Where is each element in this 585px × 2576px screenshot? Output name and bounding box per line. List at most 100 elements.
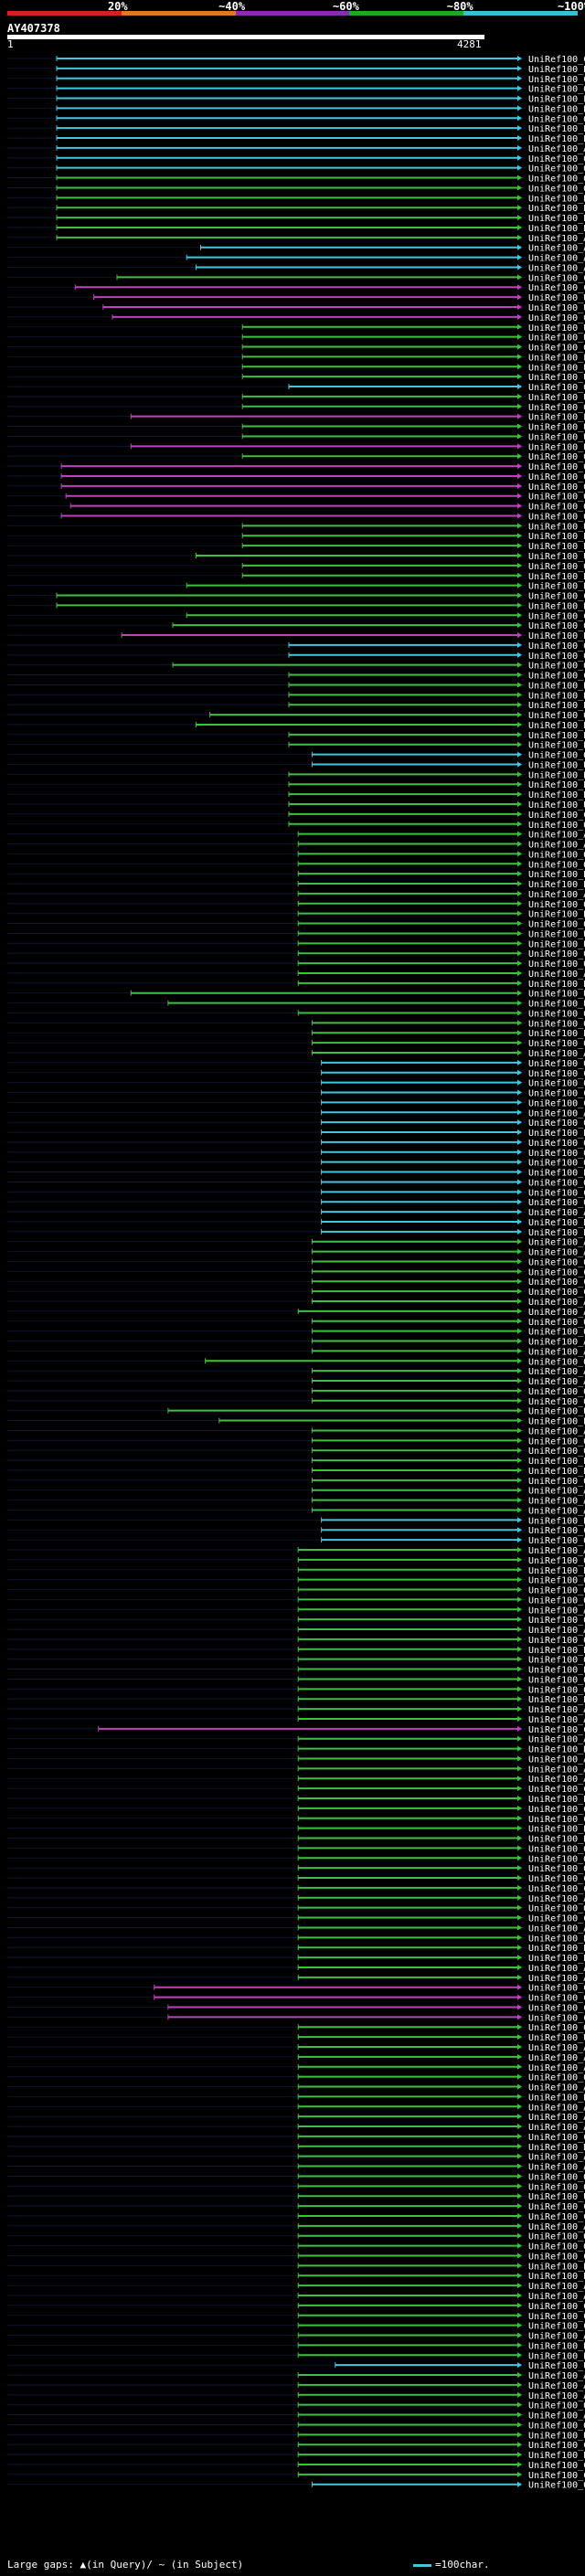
hit-label[interactable]: UniRef100_C3PL55	[528, 1089, 585, 1099]
hit-label[interactable]: UniRef100_Q6P0T0	[528, 344, 585, 354]
hit-row[interactable]: UniRef100_C6SX35	[7, 55, 585, 65]
hit-label[interactable]: UniRef100_B6IS07	[528, 870, 585, 880]
hit-label[interactable]: UniRef100_B5XY14	[528, 721, 585, 731]
hit-row[interactable]: UniRef100_A6GPY5	[7, 1367, 585, 1377]
hit-row[interactable]: UniRef100_A6QZG2	[7, 1924, 585, 1934]
hit-label[interactable]: UniRef100_B7G4K3	[528, 1467, 585, 1477]
hit-label[interactable]: UniRef100_C1H804	[528, 1994, 585, 2004]
hit-label[interactable]: UniRef100_B9H885	[528, 1825, 585, 1835]
hit-row[interactable]: UniRef100_Q6SSL0	[7, 1149, 585, 1159]
hit-label[interactable]: UniRef100_A3U8D5	[528, 2053, 585, 2063]
hit-row[interactable]: UniRef100_A9SIA3	[7, 1298, 585, 1308]
hit-row[interactable]: UniRef100_Q6G055	[7, 949, 585, 959]
hit-label[interactable]: UniRef100_Q24143	[528, 114, 585, 124]
hit-label[interactable]: UniRef100_Q69BL1	[528, 1009, 585, 1019]
hit-row[interactable]: UniRef100_C5GI66	[7, 2013, 585, 2023]
hit-label[interactable]: UniRef100_C7ZDQ3	[528, 1874, 585, 1884]
hit-row[interactable]: UniRef100_A3JUL5	[7, 1546, 585, 1556]
hit-row[interactable]: UniRef100_A9F759	[7, 1238, 585, 1248]
hit-row[interactable]: UniRef100_Q1QKN4	[7, 900, 585, 910]
hit-row[interactable]: UniRef100_A9P620	[7, 1506, 585, 1516]
hit-row[interactable]: UniRef100_UP1000...	[7, 334, 585, 344]
hit-row[interactable]: UniRef100_C4Q8W6	[7, 1267, 585, 1277]
hit-row[interactable]: UniRef100_B4HLN6	[7, 691, 585, 701]
hit-row[interactable]: UniRef100_Q24143	[7, 114, 585, 124]
hit-label[interactable]: UniRef100_A3JUL5	[528, 1546, 585, 1556]
hit-label[interactable]: UniRef100_Q86K57	[528, 711, 585, 721]
hit-row[interactable]: UniRef100_Q4EAK3	[7, 1318, 585, 1328]
hit-label[interactable]: UniRef100_B5XYF4	[528, 980, 585, 990]
hit-label[interactable]: UniRef100_A9P620	[528, 1506, 585, 1516]
hit-row[interactable]: UniRef100_Q4VBU6	[7, 452, 585, 462]
hit-row[interactable]: UniRef100_Q12644	[7, 2421, 585, 2431]
hit-row[interactable]: UniRef100_Q6U8N6	[7, 1576, 585, 1586]
hit-label[interactable]: UniRef100_A3X7T3	[528, 2222, 585, 2232]
hit-label[interactable]: UniRef100_Q1G3R7	[528, 2401, 585, 2412]
hit-label[interactable]: UniRef100_Q6SSL0	[528, 1149, 585, 1159]
hit-label[interactable]: UniRef100_A4YXK2	[528, 1715, 585, 1725]
hit-label[interactable]: UniRef100_Q73GH4	[528, 1586, 585, 1596]
hit-label[interactable]: UniRef100_UP1000...	[528, 323, 585, 334]
hit-row[interactable]: UniRef100_B0XPN3	[7, 1835, 585, 1845]
hit-row[interactable]: UniRef100_C4Q8W5	[7, 1277, 585, 1288]
hit-row[interactable]: UniRef100_Q1GL93	[7, 1257, 585, 1267]
hit-row[interactable]: UniRef100_C3MHK5	[7, 1188, 585, 1198]
hit-label[interactable]: UniRef100_A1VAZ9	[528, 2163, 585, 2173]
hit-label[interactable]: UniRef100_Q0FZ93	[528, 1198, 585, 1208]
hit-label[interactable]: UniRef100_B3CHL6	[528, 1417, 585, 1427]
hit-label[interactable]: UniRef100_B8NNF3	[528, 2341, 585, 2351]
hit-label[interactable]: UniRef100_B5K4I5	[528, 134, 585, 144]
hit-label[interactable]: UniRef100_Q66KT2	[528, 403, 585, 413]
hit-row[interactable]: UniRef100_A7IP99	[7, 841, 585, 851]
hit-row[interactable]: UniRef100_Q92D94	[7, 1019, 585, 1029]
hit-row[interactable]: UniRef100_UP1000...	[7, 2361, 585, 2371]
hit-label[interactable]: UniRef100_B5X7H7	[528, 731, 585, 741]
hit-row[interactable]: UniRef100_Q38MT9	[7, 85, 585, 95]
hit-label[interactable]: UniRef100_C6X8K6	[528, 2312, 585, 2322]
hit-label[interactable]: UniRef100_B2BWG3	[528, 1457, 585, 1467]
hit-label[interactable]: UniRef100_UP1000...	[528, 334, 585, 344]
hit-row[interactable]: UniRef100_UP1000...	[7, 522, 585, 532]
hit-label[interactable]: UniRef100_A6GPY5	[528, 1367, 585, 1377]
hit-row[interactable]: UniRef100_Q4UK24	[7, 1118, 585, 1129]
hit-label[interactable]: UniRef100_D0Q452	[528, 1745, 585, 1755]
hit-row[interactable]: UniRef100_B5XC83	[7, 542, 585, 552]
hit-row[interactable]: UniRef100_Q2Q7T8	[7, 184, 585, 194]
hit-row[interactable]: UniRef100_Q2UL27	[7, 1059, 585, 1069]
hit-label[interactable]: UniRef100_Q2N606	[528, 959, 585, 970]
hit-label[interactable]: UniRef100_B9J052	[528, 880, 585, 890]
hit-label[interactable]: UniRef100_Q2W3U2	[528, 860, 585, 870]
hit-label[interactable]: UniRef100_Q1GL93	[528, 1257, 585, 1267]
hit-row[interactable]: UniRef100_A0EZ27	[7, 1487, 585, 1497]
hit-label[interactable]: UniRef100_C4JX15	[528, 1984, 585, 1994]
hit-row[interactable]: UniRef100_Q06217	[7, 493, 585, 503]
hit-row[interactable]: UniRef100_A6HES9	[7, 1049, 585, 1059]
hit-label[interactable]: UniRef100_C4K221	[528, 1069, 585, 1079]
hit-row[interactable]: UniRef100_B6T8F0	[7, 204, 585, 214]
hit-row[interactable]: UniRef100_B7G4K3	[7, 1467, 585, 1477]
hit-label[interactable]: UniRef100_A3PJX9	[528, 2123, 585, 2133]
hit-label[interactable]: UniRef100_A4W324	[528, 1775, 585, 1785]
hit-row[interactable]: UniRef100_C4YXT2	[7, 1098, 585, 1108]
hit-label[interactable]: UniRef100_Q6EBC7	[528, 313, 585, 323]
hit-row[interactable]: UniRef100_A6E319	[7, 1964, 585, 1974]
hit-row[interactable]: UniRef100_A6DIS3	[7, 2282, 585, 2292]
hit-label[interactable]: UniRef100_C1P4B4	[528, 1526, 585, 1536]
hit-label[interactable]: UniRef100_C4YXT2	[528, 1098, 585, 1108]
hit-label[interactable]: UniRef100_B5XC83	[528, 542, 585, 552]
hit-row[interactable]: UniRef100_B9RBF2	[7, 104, 585, 114]
hit-label[interactable]: UniRef100_B6IS03	[528, 1169, 585, 1179]
hit-row[interactable]: UniRef100_C5MD03	[7, 2252, 585, 2262]
hit-row[interactable]: UniRef100_Q1EZ51	[7, 1854, 585, 1864]
hit-row[interactable]: UniRef100_Q3UYV9	[7, 462, 585, 472]
hit-row[interactable]: UniRef100_B4DY13	[7, 631, 585, 641]
hit-row[interactable]: UniRef100_B7W4C4	[7, 1934, 585, 1944]
hit-row[interactable]: UniRef100_C4YAK6	[7, 1805, 585, 1815]
hit-label[interactable]: UniRef100_B5ZFB4	[528, 2093, 585, 2103]
hit-row[interactable]: UniRef100_Q2K9S4	[7, 920, 585, 930]
hit-label[interactable]: UniRef100_Q5LPS9	[528, 2023, 585, 2033]
hit-row[interactable]: UniRef100_UP1000...	[7, 1000, 585, 1010]
hit-label[interactable]: UniRef100_Q53GI7	[528, 472, 585, 482]
hit-label[interactable]: UniRef100_Q8VC7	[528, 512, 585, 522]
hit-label[interactable]: UniRef100_UP1000...	[528, 432, 585, 442]
